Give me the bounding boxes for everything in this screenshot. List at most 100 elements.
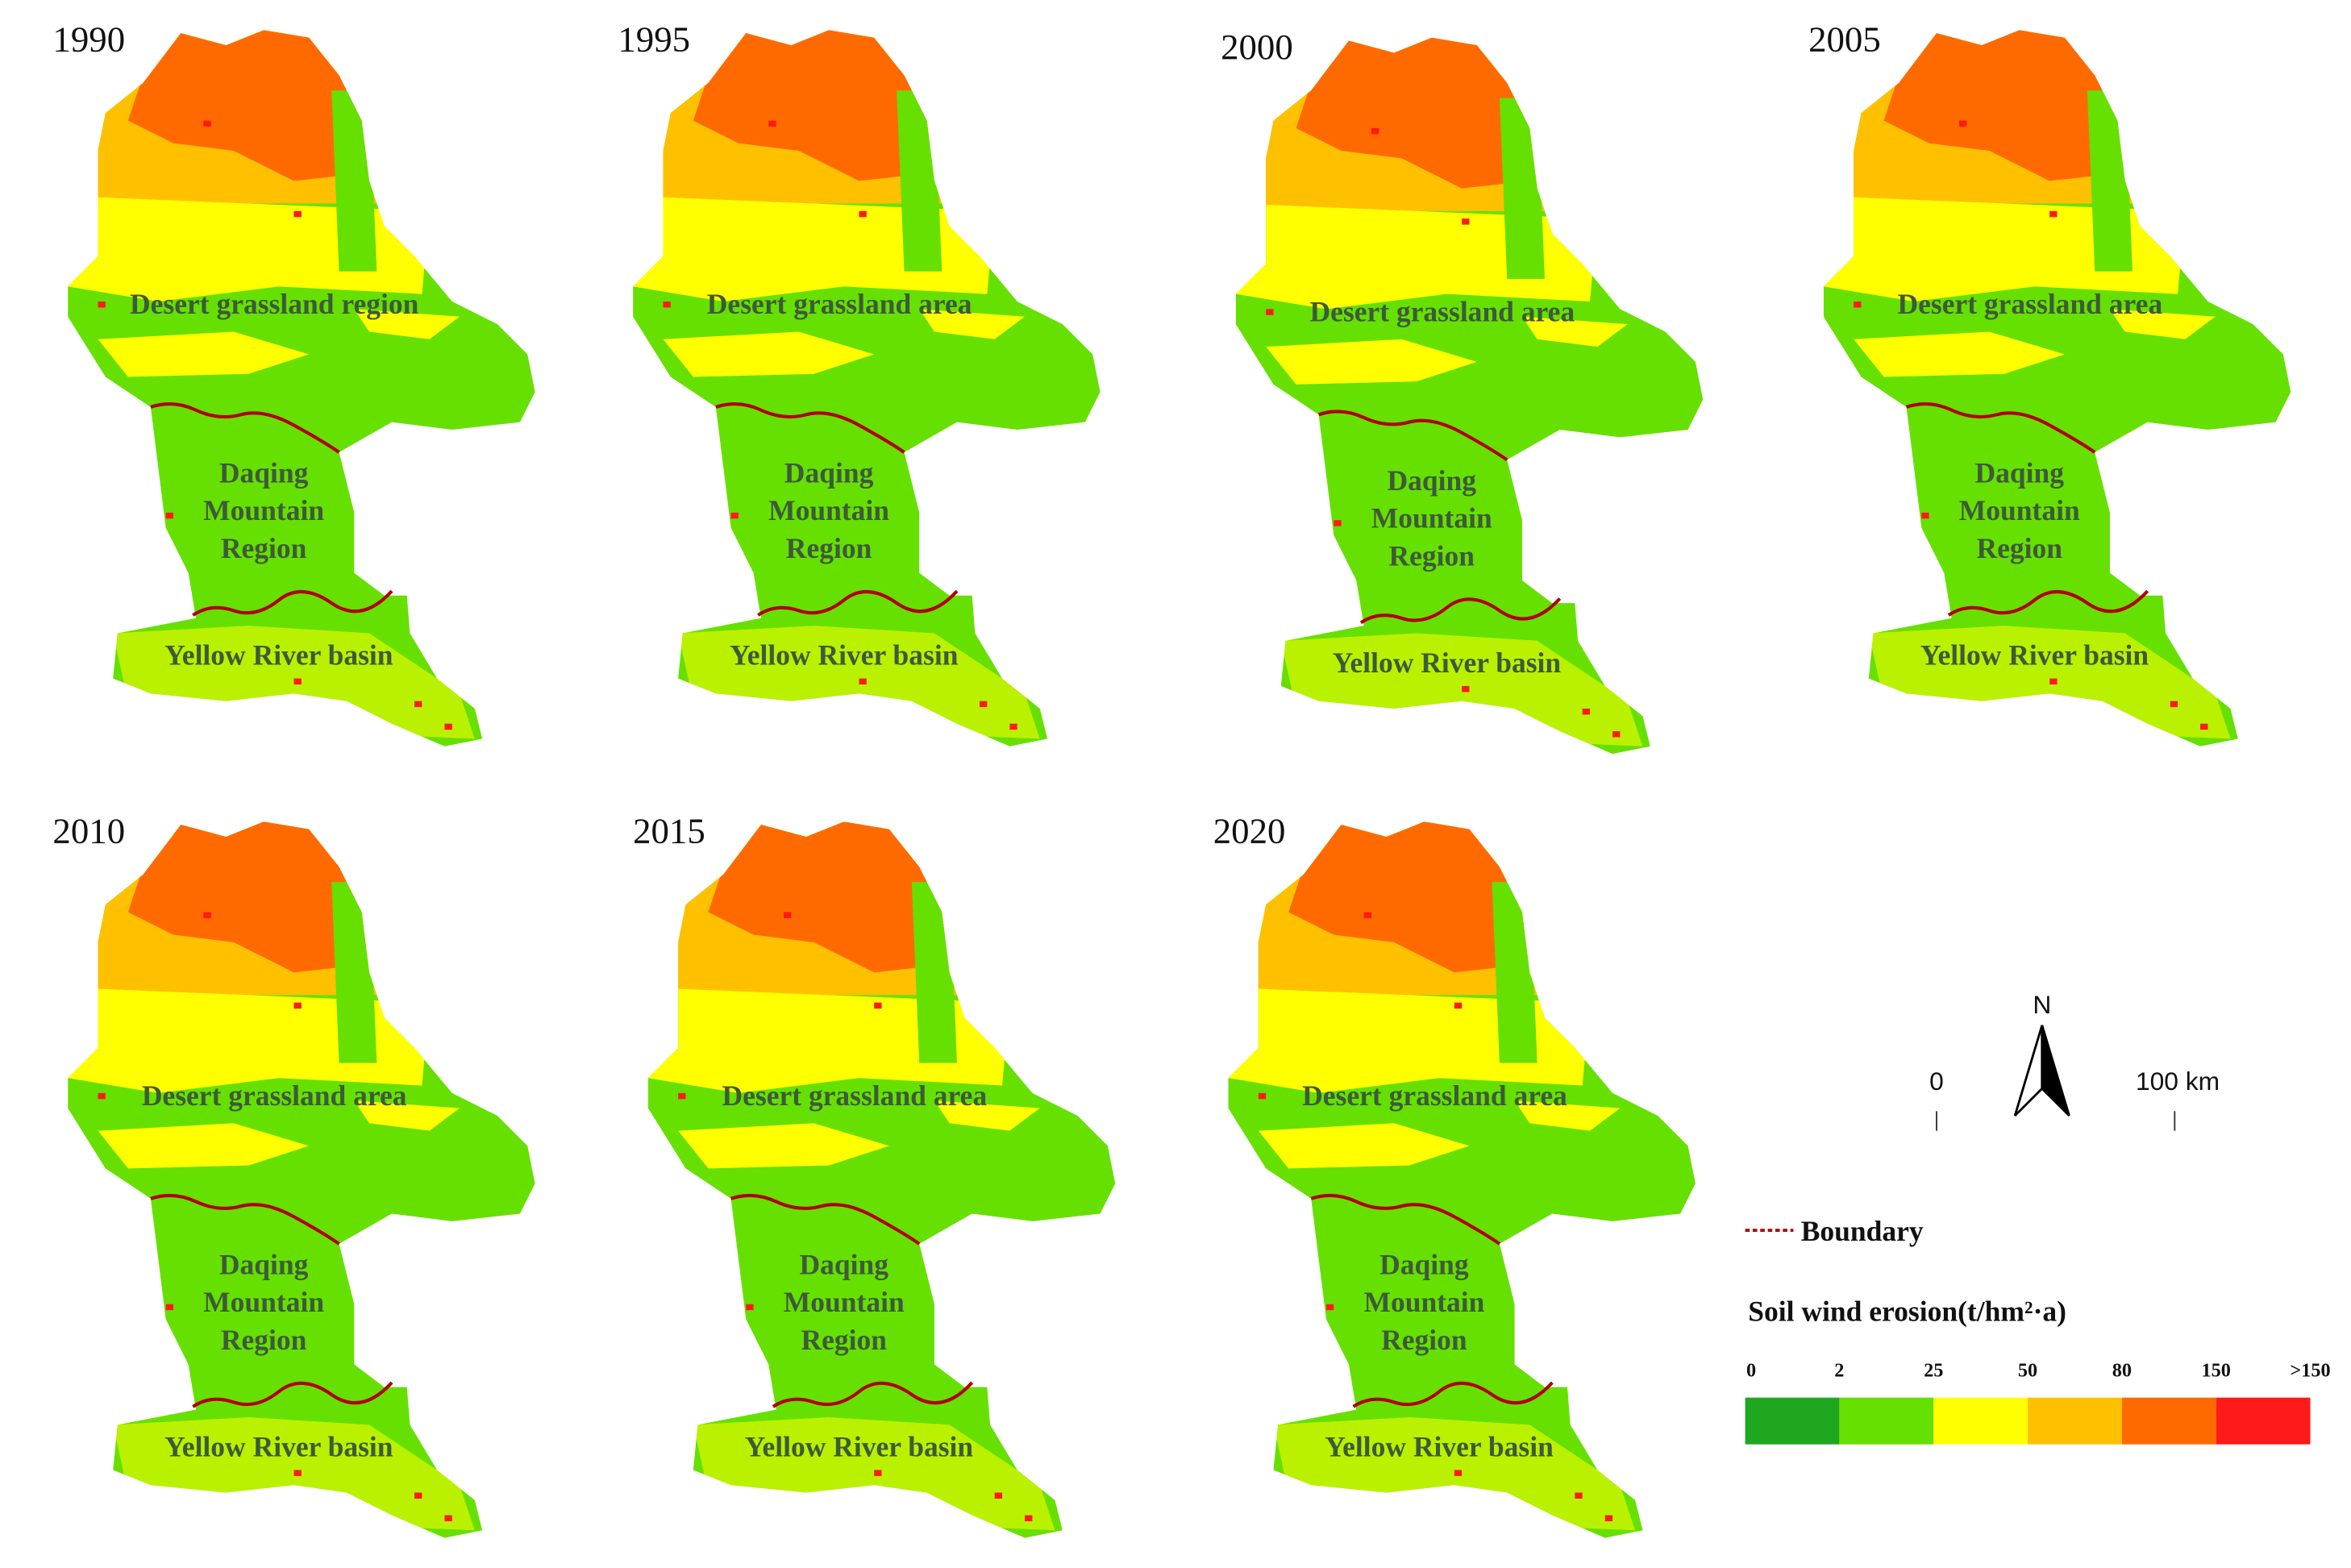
region-label: Region <box>1389 539 1475 572</box>
speck <box>693 693 701 700</box>
region-label: Yellow River basin <box>1333 647 1562 679</box>
speck <box>708 1485 716 1491</box>
year-label: 1995 <box>618 19 690 60</box>
region-label: Yellow River basin <box>1920 639 2149 672</box>
speck <box>2049 210 2058 218</box>
speck <box>1883 693 1891 700</box>
year-label: 2020 <box>1213 810 1286 851</box>
year-label: 2005 <box>1808 19 1881 60</box>
speck <box>874 1470 882 1476</box>
class-area <box>919 309 1026 339</box>
class-area <box>2087 90 2133 272</box>
class-area <box>127 821 369 973</box>
year-label: 2015 <box>633 810 705 851</box>
map-panel: Desert grassland area Daqing Mountain Regio… <box>647 821 1116 1538</box>
class-area <box>1883 30 2125 181</box>
speck <box>1612 731 1621 738</box>
legend-swatch <box>1933 1397 2029 1445</box>
region-label: Daqing <box>800 1248 889 1280</box>
speck <box>1325 1304 1334 1311</box>
speck <box>994 1492 1003 1499</box>
speck <box>1266 309 1274 315</box>
legend-break: 50 <box>2018 1359 2037 1381</box>
class-area <box>1514 1100 1621 1131</box>
region-label: Mountain <box>768 494 889 526</box>
class-area <box>1854 331 2065 377</box>
speck <box>1025 1515 1033 1522</box>
speck <box>2170 701 2178 708</box>
speck <box>1454 1470 1463 1476</box>
boundary-line <box>192 1381 393 1408</box>
speck <box>98 302 106 308</box>
region-label: Region <box>221 532 307 564</box>
region-label: Daqing <box>1379 1248 1469 1280</box>
speck <box>1575 1492 1583 1499</box>
class-area <box>708 821 950 973</box>
legend-break: 0 <box>1746 1359 1756 1381</box>
legend-swatch <box>2216 1397 2311 1445</box>
class-area <box>663 331 875 377</box>
region-label: Daqing <box>219 1248 309 1280</box>
speck <box>1462 218 1470 225</box>
class-area <box>1521 316 1628 347</box>
boundary-line <box>1317 410 1508 462</box>
speck <box>1334 520 1342 526</box>
speck <box>293 1002 302 1009</box>
speck <box>1454 1002 1463 1009</box>
region-label: Mountain <box>1371 502 1492 534</box>
region-label: Yellow River basin <box>164 639 393 672</box>
legend-break: 25 <box>1924 1359 1943 1381</box>
region-label: Daqing <box>1975 456 2065 489</box>
boundary-line <box>150 1193 340 1246</box>
speck <box>663 302 671 308</box>
class-area <box>98 331 310 377</box>
legend-break: 80 <box>2112 1359 2132 1381</box>
region-label: Desert grassland area <box>1897 288 2162 320</box>
region-label: Desert grassland area <box>1309 295 1575 327</box>
speck <box>293 210 302 218</box>
speck <box>293 678 302 685</box>
legend-break: 150 <box>2201 1359 2230 1381</box>
speck <box>203 120 211 127</box>
region-label: Desert grassland area <box>1302 1079 1567 1112</box>
region-label: Yellow River basin <box>745 1431 974 1463</box>
region-label: Region <box>1977 532 2063 564</box>
boundary-line <box>192 589 393 617</box>
region-label: Mountain <box>203 1286 324 1318</box>
speck <box>859 210 867 218</box>
region-label: Desert grassland area <box>707 288 972 320</box>
region-label: Daqing <box>219 456 309 489</box>
year-label: 1990 <box>52 19 125 60</box>
region-label: Daqing <box>784 456 874 489</box>
region-label: Mountain <box>1363 1286 1484 1318</box>
legend: Boundary Soil wind erosion(t/hm²·a) 0 2 25… <box>1745 1215 2331 1445</box>
north-label: N <box>2033 990 2051 1019</box>
region-label: Desert grassland region <box>130 288 419 320</box>
speck <box>2049 678 2058 685</box>
boundary-line <box>730 1193 921 1246</box>
class-area <box>911 882 957 1063</box>
scale-bar: 0 100 km N <box>1929 990 2220 1131</box>
legend-swatch <box>2121 1397 2216 1445</box>
speck <box>678 1092 686 1100</box>
speck <box>1363 912 1371 918</box>
region-label: Daqing <box>1388 464 1477 497</box>
class-area <box>98 1123 310 1169</box>
boundary-label: Boundary <box>1801 1215 1924 1247</box>
class-area <box>1288 821 1530 973</box>
region-label: Mountain <box>1959 494 2080 526</box>
speck <box>1959 120 1967 127</box>
class-area <box>1296 37 1538 189</box>
class-area <box>331 90 377 272</box>
class-area <box>2109 309 2216 339</box>
boundary-line <box>1947 589 2149 617</box>
region-label: Yellow River basin <box>164 1431 393 1463</box>
region-label: Mountain <box>203 494 324 526</box>
scale-label: 100 km <box>2136 1067 2220 1096</box>
region-label: Yellow River basin <box>1325 1431 1554 1463</box>
class-area <box>897 90 942 272</box>
map-panel: Desert grassland area Daqing Mountain Regio… <box>1823 30 2291 747</box>
legend-swatch <box>2028 1397 2122 1445</box>
speck <box>1582 708 1591 715</box>
